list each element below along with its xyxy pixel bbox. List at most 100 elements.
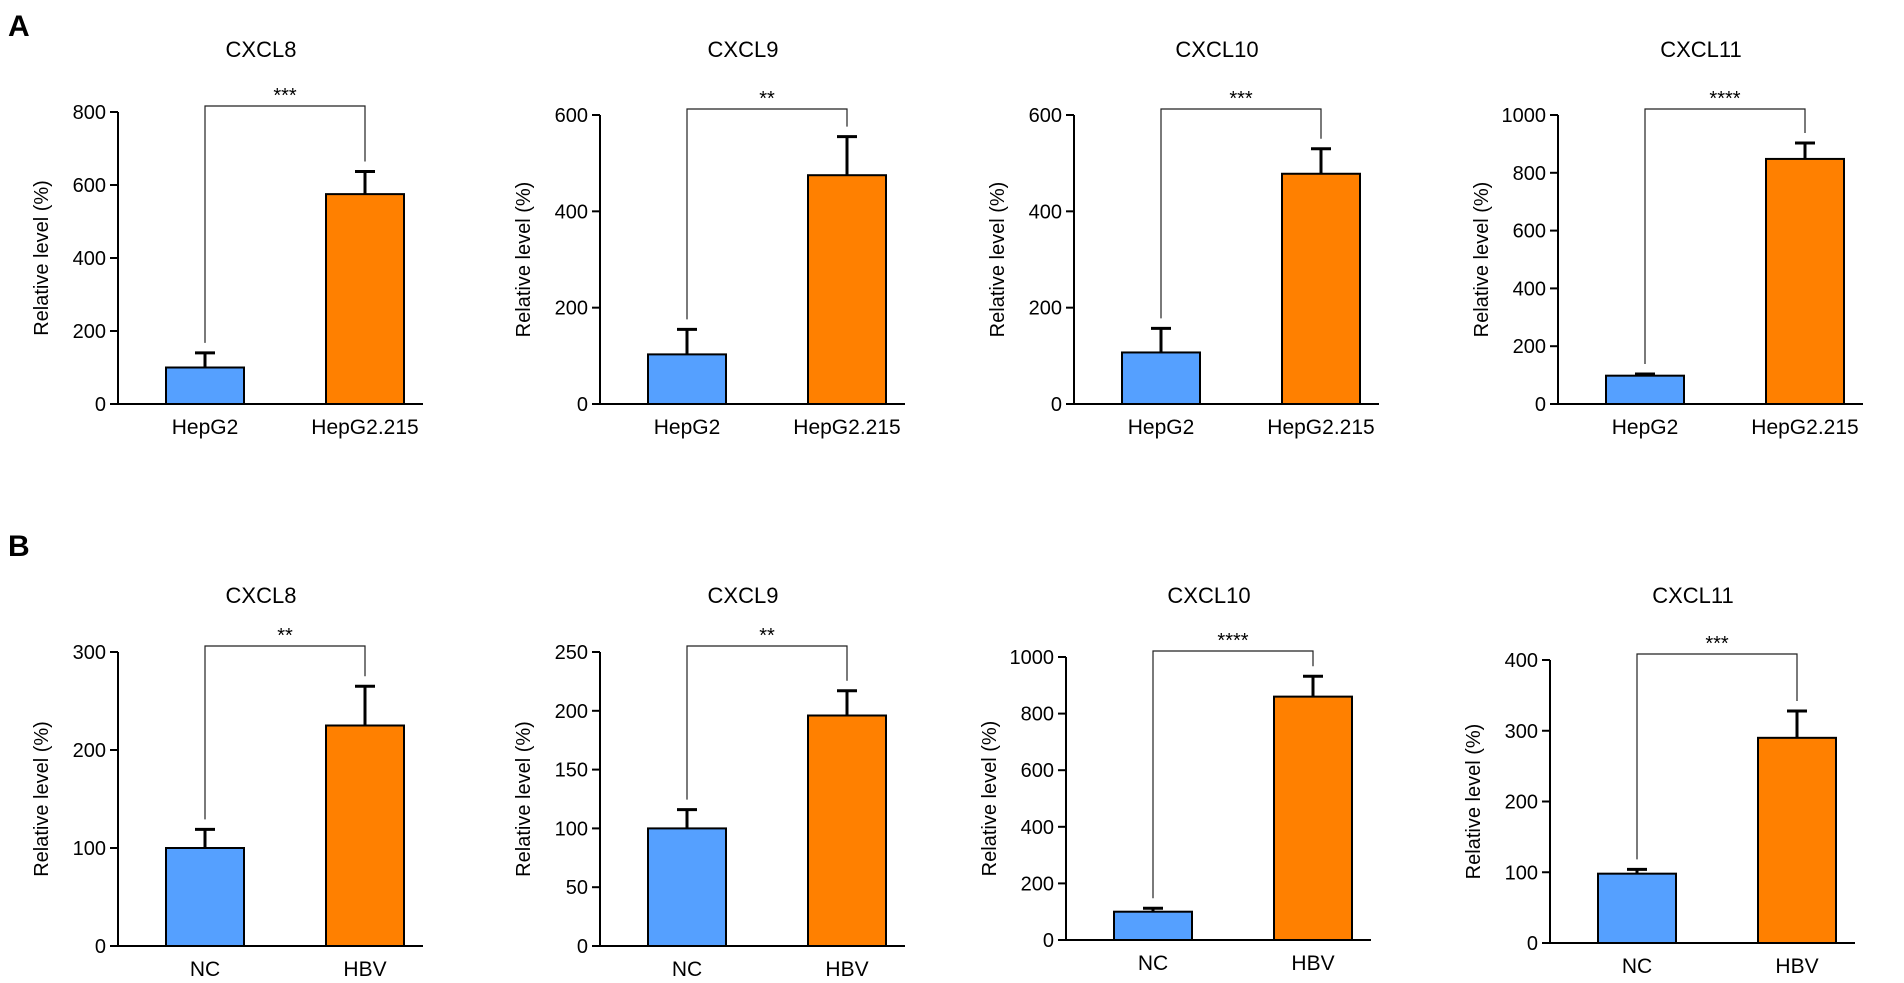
significance-bracket [686, 645, 848, 800]
y-tick-label: 200 [73, 321, 106, 343]
y-tick-label: 800 [73, 102, 106, 124]
x-tick-label: HepG2.215 [311, 416, 418, 439]
y-tick-label: 300 [73, 642, 106, 664]
chart-b-cxcl9: CXCL9 0 50 100 150 200 250 Relative level (%) NC… [513, 583, 905, 981]
y-tick-label: 50 [566, 877, 588, 899]
panel-label-a: A [8, 10, 30, 43]
significance-bracket [1160, 108, 1322, 319]
y-tick-label: 600 [555, 105, 588, 127]
bar-hepg2 [1605, 374, 1685, 406]
bar-hbv [807, 714, 887, 948]
y-tick-label: 100 [555, 818, 588, 840]
y-tick-label: 600 [1513, 221, 1546, 243]
y-tick-label: 0 [95, 394, 106, 416]
significance-bracket [204, 645, 366, 820]
chart-a-cxcl11: CXCL11 0 200 400 600 800 1000 Relative level (%… [1471, 37, 1863, 439]
chart-title: CXCL11 [1652, 583, 1734, 608]
chart-a-cxcl10: CXCL10 0 200 400 600 Relative level (%) HepG2 H… [987, 37, 1379, 439]
y-tick-label: 200 [1513, 336, 1546, 358]
y-tick-label: 200 [555, 298, 588, 320]
chart-b-cxcl10: CXCL10 0 200 400 600 800 1000 Relative level (%… [979, 583, 1371, 975]
y-tick-label: 100 [1505, 862, 1538, 884]
x-tick-label: HepG2 [1128, 416, 1195, 439]
x-tick-label: HepG2 [1612, 416, 1679, 439]
x-tick-label: HepG2.215 [793, 416, 900, 439]
chart-title: CXCL10 [1175, 37, 1258, 62]
y-tick-label: 400 [1029, 201, 1062, 223]
y-axis-label: Relative level (%) [1463, 724, 1485, 880]
bar-hepg2 [165, 366, 245, 405]
bar-hepg2-215 [325, 193, 405, 405]
y-axis-label: Relative level (%) [1471, 182, 1493, 338]
panel-label-b: B [8, 530, 30, 563]
significance-stars: ** [759, 88, 775, 110]
bar-hepg2-215 [1765, 157, 1845, 405]
x-tick-label: NC [672, 958, 702, 981]
y-tick-label: 800 [1513, 163, 1546, 185]
x-tick-label: HBV [825, 958, 868, 981]
significance-stars: ** [277, 625, 293, 647]
x-tick-label: HBV [1291, 952, 1334, 975]
y-axis-label: Relative level (%) [513, 182, 535, 338]
significance-stars: *** [1705, 633, 1729, 655]
y-tick-label: 200 [73, 740, 106, 762]
chart-title: CXCL9 [708, 37, 779, 62]
y-tick-label: 300 [1505, 721, 1538, 743]
bar-nc [647, 827, 727, 948]
y-tick-label: 400 [1513, 278, 1546, 300]
chart-title: CXCL9 [708, 583, 779, 608]
y-tick-label: 0 [577, 936, 588, 958]
bar-hbv [1273, 695, 1353, 941]
significance-stars: **** [1217, 630, 1248, 652]
chart-b-cxcl11: CXCL11 0 100 200 300 400 Relative level (%) NC H… [1463, 583, 1855, 978]
bar-hepg2 [1121, 351, 1201, 406]
chart-title: CXCL10 [1167, 583, 1250, 608]
y-tick-label: 0 [1527, 933, 1538, 955]
y-tick-label: 400 [1021, 817, 1054, 839]
significance-bracket [1636, 653, 1798, 860]
x-tick-label: NC [1138, 952, 1168, 975]
bar-nc [165, 847, 245, 947]
y-tick-label: 0 [95, 936, 106, 958]
significance-stars: **** [1709, 88, 1740, 110]
significance-bracket [1644, 108, 1806, 364]
bar-hepg2-215 [807, 174, 887, 405]
y-tick-label: 100 [73, 838, 106, 860]
y-tick-label: 1000 [1010, 647, 1055, 669]
y-tick-label: 150 [555, 760, 588, 782]
y-tick-label: 600 [1029, 105, 1062, 127]
bar-hepg2 [647, 353, 727, 406]
bar-hbv [325, 724, 405, 947]
chart-a-cxcl8: CXCL8 0 200 400 600 800 Relative level (%) HepG… [31, 37, 423, 439]
chart-title: CXCL8 [226, 37, 297, 62]
y-tick-label: 200 [1021, 873, 1054, 895]
y-axis-label: Relative level (%) [987, 182, 1009, 338]
y-tick-label: 800 [1021, 704, 1054, 726]
x-tick-label: NC [1622, 955, 1652, 978]
chart-title: CXCL8 [226, 583, 297, 608]
y-tick-label: 400 [73, 248, 106, 270]
x-tick-label: HepG2 [172, 416, 239, 439]
significance-bracket [1152, 650, 1314, 899]
y-tick-label: 250 [555, 642, 588, 664]
y-axis-label: Relative level (%) [513, 721, 535, 877]
x-tick-label: HepG2.215 [1267, 416, 1374, 439]
y-tick-label: 600 [1021, 760, 1054, 782]
bar-hepg2-215 [1281, 172, 1361, 405]
y-tick-label: 1000 [1502, 105, 1547, 127]
y-tick-label: 200 [1029, 298, 1062, 320]
chart-a-cxcl9: CXCL9 0 200 400 600 Relative level (%) HepG2 He… [513, 37, 905, 439]
y-tick-label: 400 [555, 201, 588, 223]
y-tick-label: 0 [1051, 394, 1062, 416]
bar-nc [1113, 910, 1193, 942]
x-tick-label: HepG2 [654, 416, 721, 439]
significance-bracket [204, 105, 366, 343]
x-tick-label: HepG2.215 [1751, 416, 1858, 439]
significance-stars: ** [759, 625, 775, 647]
y-tick-label: 0 [577, 394, 588, 416]
chart-title: CXCL11 [1660, 37, 1742, 62]
significance-stars: *** [273, 85, 297, 107]
significance-stars: *** [1229, 88, 1253, 110]
y-tick-label: 600 [73, 175, 106, 197]
